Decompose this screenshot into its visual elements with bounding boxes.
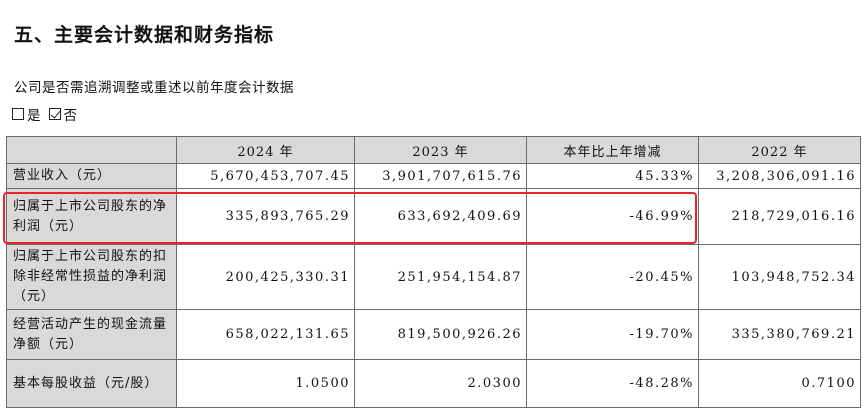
value-change: -46.99% [526, 188, 699, 245]
option-no[interactable]: 否 [48, 104, 78, 124]
value-2022: 103,948,752.34 [698, 244, 861, 310]
option-yes[interactable]: 是 [12, 104, 41, 124]
section-title: 五、主要会计数据和财务指标 [14, 24, 275, 46]
value-2023: 633,692,409.69 [354, 188, 527, 245]
restatement-question: 公司是否需追溯调整或重述以前年度会计数据 [14, 80, 294, 96]
option-yes-label: 是 [27, 108, 41, 124]
value-2024: 5,670,453,707.45 [176, 163, 355, 189]
value-2022: 335,380,769.21 [698, 309, 861, 360]
checkbox-checked-icon [48, 108, 61, 120]
value-change: -48.28% [526, 359, 699, 408]
header-2024: 2024 年 [176, 136, 355, 164]
value-change: 45.33% [526, 163, 699, 189]
option-no-label: 否 [63, 108, 78, 124]
header-2023: 2023 年 [354, 136, 527, 164]
row-label: 经营活动产生的现金流量净额（元） [6, 309, 177, 360]
value-2024: 1.0500 [176, 359, 355, 408]
value-2023: 819,500,926.26 [354, 309, 527, 360]
table-row: 归属于上市公司股东的净利润（元） 335,893,765.29 633,692,… [6, 188, 861, 245]
value-change: -19.70% [526, 309, 699, 360]
row-label: 营业收入（元） [6, 163, 177, 189]
value-2022: 0.7100 [698, 359, 861, 408]
checkbox-unchecked-icon [12, 108, 24, 120]
value-2024: 658,022,131.65 [176, 309, 355, 360]
table-row: 营业收入（元） 5,670,453,707.45 3,901,707,615.7… [6, 163, 861, 189]
row-label: 归属于上市公司股东的净利润（元） [6, 188, 177, 245]
value-2024: 335,893,765.29 [176, 188, 355, 245]
table-row: 归属于上市公司股东的扣除非经常性损益的净利润（元） 200,425,330.31… [6, 244, 861, 310]
value-2024: 200,425,330.31 [176, 244, 355, 310]
value-2022: 218,729,016.16 [698, 188, 861, 245]
table-row: 经营活动产生的现金流量净额（元） 658,022,131.65 819,500,… [6, 309, 861, 360]
restatement-options: 是 否 [12, 104, 85, 124]
table-header-row: 2024 年 2023 年 本年比上年增减 2022 年 [6, 136, 861, 164]
table-row: 基本每股收益（元/股） 1.0500 2.0300 -48.28% 0.7100 [6, 359, 861, 408]
row-label: 基本每股收益（元/股） [6, 359, 177, 408]
header-2022: 2022 年 [698, 136, 861, 164]
header-change: 本年比上年增减 [526, 136, 699, 164]
value-2022: 3,208,306,091.16 [698, 163, 861, 189]
value-2023: 251,954,154.87 [354, 244, 527, 310]
row-label: 归属于上市公司股东的扣除非经常性损益的净利润（元） [6, 244, 177, 310]
header-label-cell [6, 136, 177, 164]
value-2023: 2.0300 [354, 359, 527, 408]
value-change: -20.45% [526, 244, 699, 310]
value-2023: 3,901,707,615.76 [354, 163, 527, 189]
financial-data-table: 2024 年 2023 年 本年比上年增减 2022 年 营业收入（元） 5,6… [6, 136, 861, 408]
